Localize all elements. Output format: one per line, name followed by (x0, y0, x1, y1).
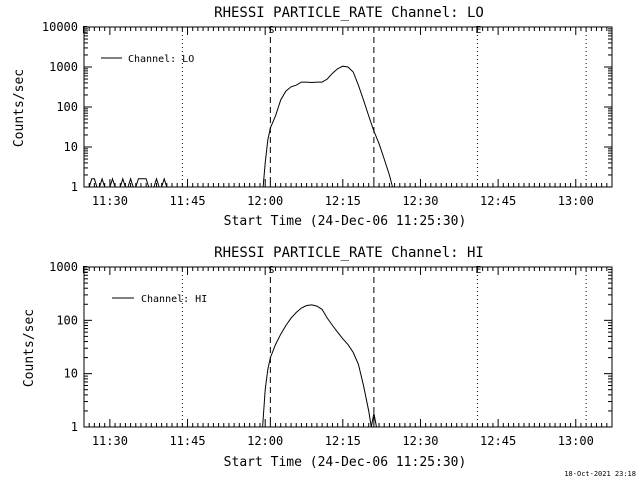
legend-entry-lo: Channel: LO (128, 54, 194, 65)
marker-label-hi-4: E (475, 265, 481, 276)
panel-hi: RHESSI PARTICLE_RATE Channel: HI Start T… (22, 245, 613, 470)
y-tick-label-hi-1: 10 (64, 367, 78, 381)
x-tick-label-hi-0: 11:30 (92, 434, 128, 448)
y-tick-label-lo-1: 10 (64, 140, 78, 154)
marker-label-lo-4: E (475, 25, 481, 36)
series-line-lo-0 (88, 65, 393, 188)
x-axis-label-lo: Start Time (24-Dec-06 11:25:30) (224, 214, 467, 229)
y-tick-label-hi-0: 1 (71, 420, 78, 434)
x-tick-label-hi-6: 13:00 (558, 434, 594, 448)
chart-title-hi: RHESSI PARTICLE_RATE Channel: HI (214, 245, 484, 261)
x-tick-label-hi-5: 12:45 (480, 434, 516, 448)
x-axis-label-hi: Start Time (24-Dec-06 11:25:30) (224, 455, 467, 470)
marker-label-hi-2: S (268, 265, 274, 276)
y-tick-label-lo-4: 10000 (42, 20, 78, 34)
x-tick-label-lo-1: 11:45 (169, 194, 205, 208)
x-tick-label-lo-5: 12:45 (480, 194, 516, 208)
y-tick-label-lo-3: 1000 (49, 60, 78, 74)
marker-label-hi-0: E (82, 265, 88, 276)
plot-frame-lo (83, 26, 613, 188)
legend-entry-hi: Channel: HI (141, 294, 207, 305)
x-tick-label-hi-2: 12:00 (247, 434, 283, 448)
marker-label-lo-2: S (268, 25, 274, 36)
chart-title-lo: RHESSI PARTICLE_RATE Channel: LO (214, 5, 484, 21)
x-tick-label-lo-6: 13:00 (558, 194, 594, 208)
y-axis-label-lo: Counts/sec (12, 69, 27, 147)
y-tick-label-hi-2: 100 (56, 313, 78, 327)
y-tick-label-lo-2: 100 (56, 100, 78, 114)
x-tick-label-hi-4: 12:30 (402, 434, 438, 448)
x-tick-label-lo-4: 12:30 (402, 194, 438, 208)
y-tick-label-lo-0: 1 (71, 180, 78, 194)
x-tick-label-lo-3: 12:15 (325, 194, 361, 208)
x-tick-label-lo-0: 11:30 (92, 194, 128, 208)
y-tick-label-hi-3: 1000 (49, 260, 78, 274)
plot-frame-hi (83, 266, 613, 428)
x-tick-label-lo-2: 12:00 (247, 194, 283, 208)
timestamp-stamp: 18-Oct-2021 23:18 (564, 470, 636, 478)
panel-lo: RHESSI PARTICLE_RATE Channel: LO Start T… (12, 5, 613, 229)
x-tick-label-hi-3: 12:15 (325, 434, 361, 448)
y-axis-label-hi: Counts/sec (22, 309, 37, 387)
series-line-hi-0 (262, 304, 377, 428)
x-tick-label-hi-1: 11:45 (169, 434, 205, 448)
